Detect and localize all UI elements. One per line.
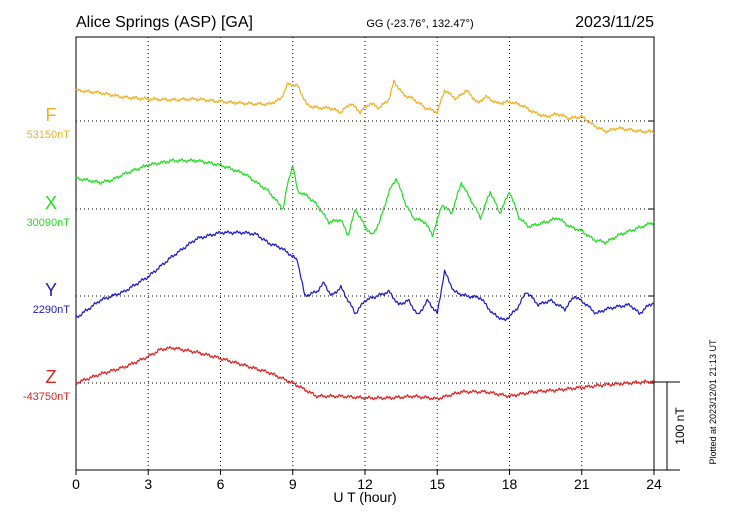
x-tick-label: 6 [217,476,225,492]
series-name-f: F [46,105,57,125]
x-tick-label: 24 [646,476,662,492]
x-tick-label: 21 [574,476,590,492]
x-axis-ticks: 0 3 6 9 12 15 18 21 24 [72,470,662,492]
x-tick-label: 12 [357,476,373,492]
x-tick-label: 0 [72,476,80,492]
series-labels: F 53150nT X 30090nT Y 2290nT Z -43750nT [23,105,70,403]
x-tick-label: 18 [502,476,518,492]
scale-bar: 100 nT [654,381,687,471]
x-tick-label: 3 [144,476,152,492]
x-axis-label: U T (hour) [333,489,396,505]
series-line-f [75,79,655,134]
series-baseline-y: 2290nT [33,304,71,316]
series-baseline-f: 53150nT [27,129,71,141]
series-group [75,79,655,401]
series-baseline-x: 30090nT [27,217,71,229]
scale-bar-label: 100 nT [673,407,687,445]
series-baseline-z: -43750nT [23,391,70,403]
x-tick-label: 9 [289,476,297,492]
series-name-y: Y [45,280,57,300]
chart-date: 2023/11/25 [575,14,654,31]
series-name-x: X [45,193,57,213]
series-line-y [75,230,655,322]
grid-lines [76,37,654,470]
plotted-timestamp: Plotted at 2023/12/01 21:13 UT [708,339,718,465]
station-title: Alice Springs (ASP) [GA] [76,14,253,31]
station-coords: GG (-23.76°, 132.47°) [366,18,473,30]
series-line-x [75,158,655,245]
series-line-z [75,346,655,401]
x-tick-label: 15 [429,476,445,492]
series-name-z: Z [46,367,57,387]
